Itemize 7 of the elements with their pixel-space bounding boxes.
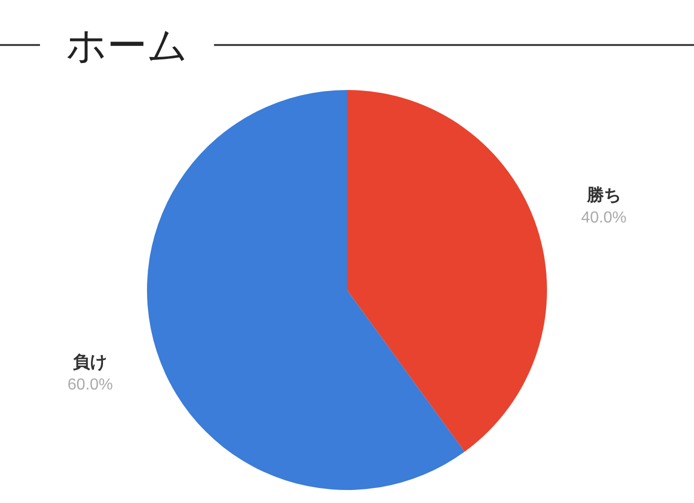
chart-title: ホーム bbox=[66, 22, 188, 70]
pie-slice bbox=[347, 90, 547, 452]
slice-label: 勝ち bbox=[586, 186, 621, 205]
data-label: 40.0% bbox=[581, 210, 626, 227]
pie-slice bbox=[147, 90, 465, 490]
slice-label: 負け bbox=[73, 352, 108, 372]
data-label: 60.0% bbox=[68, 376, 113, 394]
